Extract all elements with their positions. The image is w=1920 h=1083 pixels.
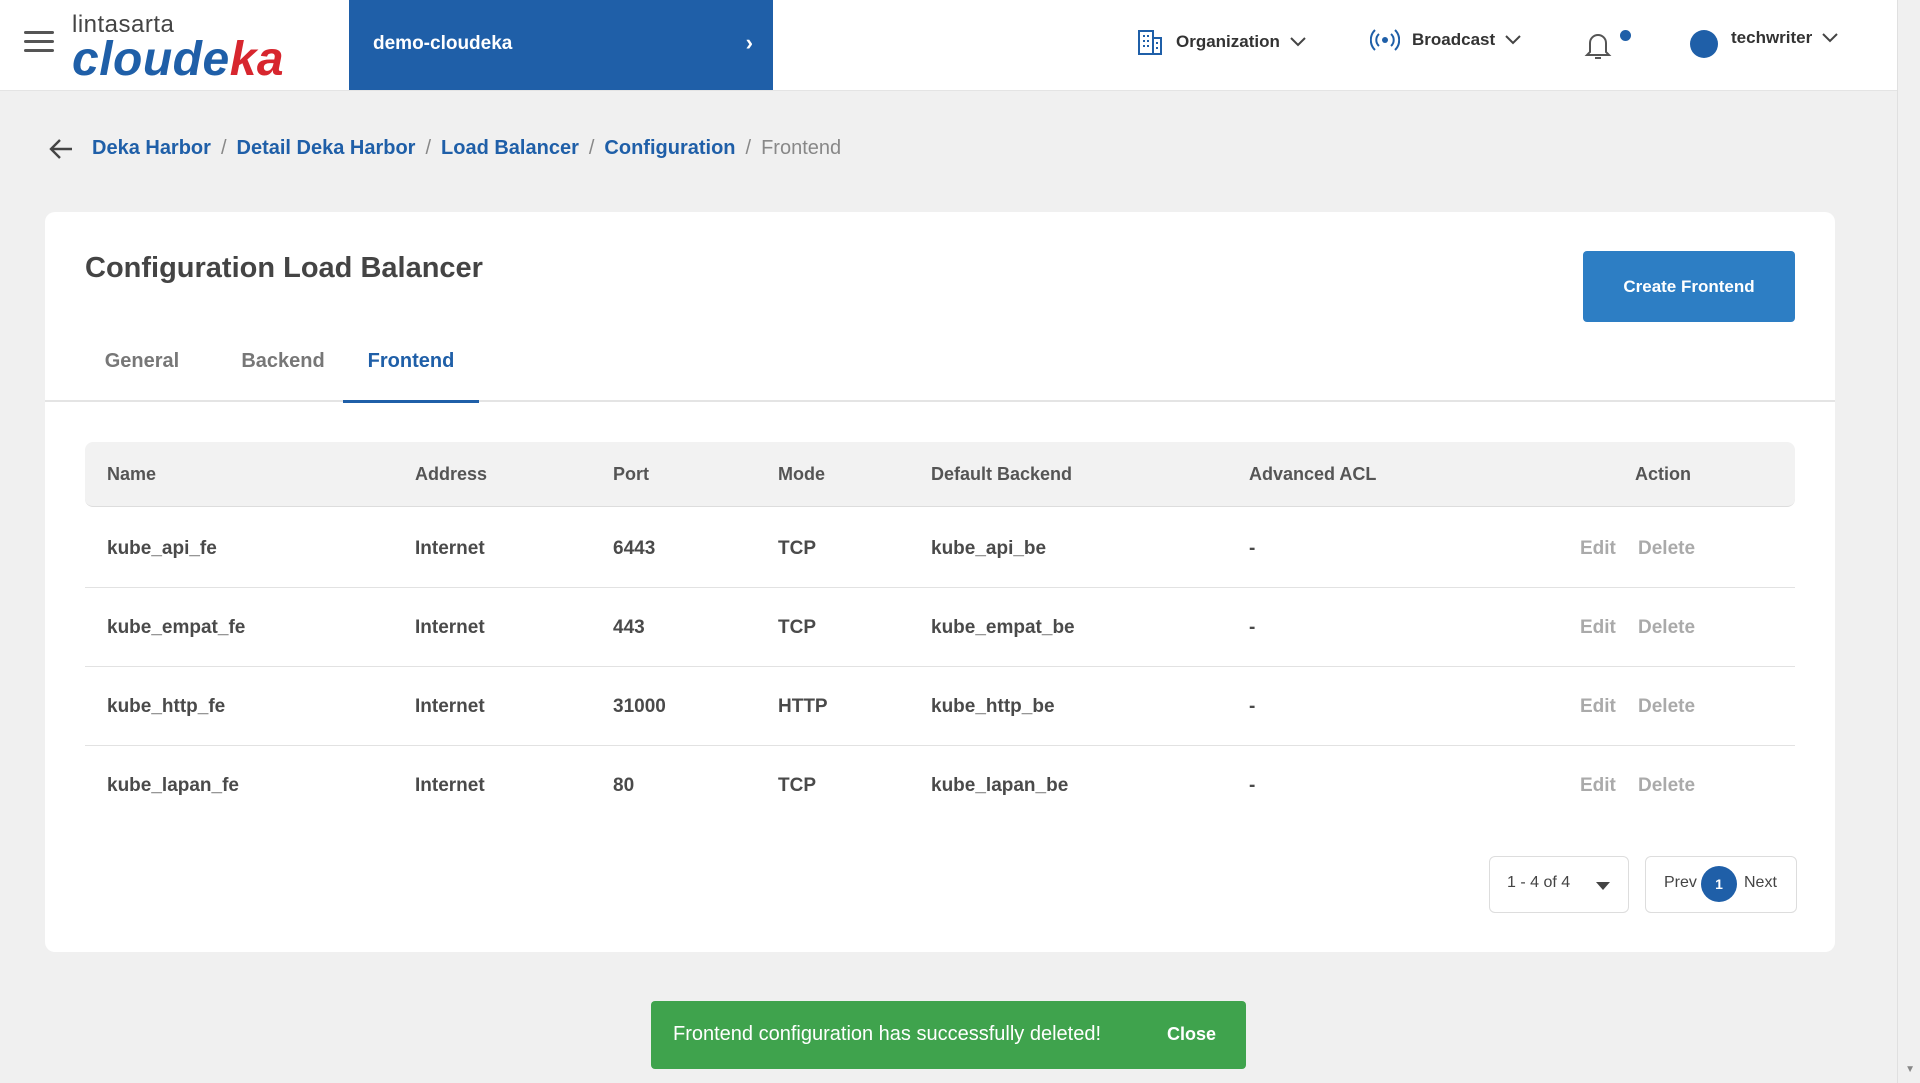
create-frontend-button[interactable]: Create Frontend bbox=[1583, 251, 1795, 322]
menu-icon[interactable] bbox=[24, 31, 54, 57]
breadcrumb-deka-harbor[interactable]: Deka Harbor bbox=[92, 137, 211, 159]
breadcrumb-separator: / bbox=[588, 137, 595, 159]
delete-button[interactable]: Delete bbox=[1638, 538, 1696, 559]
broadcast-label: Broadcast bbox=[1412, 30, 1496, 49]
delete-button[interactable]: Delete bbox=[1638, 617, 1696, 638]
back-arrow-icon[interactable] bbox=[48, 138, 74, 160]
caret-down-icon bbox=[1596, 882, 1610, 890]
cell-port: 31000 bbox=[613, 696, 666, 717]
pagination-range: 1 - 4 of 4 bbox=[1507, 874, 1571, 891]
cell-address: Internet bbox=[415, 696, 485, 717]
delete-button[interactable]: Delete bbox=[1638, 775, 1696, 796]
page-scrollbar[interactable]: ▼ bbox=[1897, 0, 1920, 1083]
cell-default-backend: kube_api_be bbox=[931, 538, 1047, 559]
cell-default-backend: kube_http_be bbox=[931, 696, 1055, 717]
logo[interactable]: lintasarta cloudeka bbox=[72, 11, 285, 86]
logo-brand-text: lintasarta bbox=[72, 11, 175, 38]
cell-name: kube_http_fe bbox=[107, 696, 226, 717]
cell-address: Internet bbox=[415, 538, 485, 559]
cell-port: 6443 bbox=[613, 538, 656, 559]
building-icon bbox=[1136, 28, 1164, 56]
top-navbar: lintasarta cloudeka demo-cloudeka › Orga… bbox=[0, 0, 1898, 91]
breadcrumb-load-balancer[interactable]: Load Balancer bbox=[441, 137, 579, 159]
broadcast-menu[interactable]: Broadcast bbox=[1370, 28, 1521, 52]
breadcrumb-separator: / bbox=[745, 137, 752, 159]
cell-mode: HTTP bbox=[778, 696, 828, 717]
cell-advanced-acl: - bbox=[1249, 538, 1256, 559]
cell-mode: TCP bbox=[778, 617, 816, 638]
chevron-down-icon bbox=[1290, 37, 1306, 47]
cell-advanced-acl: - bbox=[1249, 775, 1256, 796]
scroll-down-arrow-icon[interactable]: ▼ bbox=[1905, 1064, 1915, 1075]
cell-name: kube_lapan_fe bbox=[107, 775, 239, 796]
chevron-down-icon bbox=[1505, 35, 1521, 45]
toast-message: Frontend configuration has successfully … bbox=[673, 1023, 1102, 1045]
next-page-button[interactable]: Next bbox=[1744, 874, 1777, 891]
organization-menu[interactable]: Organization bbox=[1136, 28, 1306, 56]
breadcrumb-detail-deka-harbor[interactable]: Detail Deka Harbor bbox=[236, 137, 416, 159]
breadcrumb-current: Frontend bbox=[761, 137, 842, 159]
edit-button[interactable]: Edit bbox=[1580, 696, 1616, 717]
broadcast-icon bbox=[1370, 28, 1400, 52]
pagination: Prev 1 Next bbox=[1645, 856, 1797, 913]
edit-button[interactable]: Edit bbox=[1580, 617, 1616, 638]
cell-default-backend: kube_lapan_be bbox=[931, 775, 1069, 796]
tab-general[interactable]: General bbox=[104, 350, 180, 372]
breadcrumb: Deka Harbor / Detail Deka Harbor / Load … bbox=[48, 137, 841, 160]
column-header-address: Address bbox=[415, 464, 488, 484]
column-header-action: Action bbox=[1635, 464, 1691, 484]
table-header: Name Address Port Mode Default Backend A… bbox=[85, 442, 1795, 507]
column-header-mode: Mode bbox=[778, 464, 825, 484]
logo-product-text: cloudeka bbox=[72, 33, 285, 86]
user-menu[interactable]: techwriter bbox=[1731, 28, 1838, 48]
configuration-card: Configuration Load Balancer Create Front… bbox=[45, 212, 1835, 952]
tab-bar: General Backend Frontend bbox=[45, 344, 1835, 403]
tab-frontend[interactable]: Frontend bbox=[343, 344, 479, 403]
column-header-default-backend: Default Backend bbox=[931, 464, 1073, 484]
delete-button[interactable]: Delete bbox=[1638, 696, 1696, 717]
edit-button[interactable]: Edit bbox=[1580, 775, 1616, 796]
table-row: kube_lapan_fe Internet 80 TCP kube_lapan… bbox=[85, 745, 1795, 824]
page-number-button[interactable]: 1 bbox=[1701, 866, 1737, 902]
cell-address: Internet bbox=[415, 617, 485, 638]
cell-port: 443 bbox=[613, 617, 645, 638]
breadcrumb-configuration[interactable]: Configuration bbox=[604, 137, 736, 159]
table-row: kube_http_fe Internet 31000 HTTP kube_ht… bbox=[85, 666, 1795, 746]
success-toast: Frontend configuration has successfully … bbox=[651, 1001, 1246, 1069]
column-header-port: Port bbox=[613, 464, 649, 484]
chevron-right-icon: › bbox=[745, 30, 753, 55]
page-title: Configuration Load Balancer bbox=[85, 252, 483, 284]
username-label: techwriter bbox=[1731, 28, 1813, 47]
cell-mode: TCP bbox=[778, 538, 816, 559]
cell-default-backend: kube_empat_be bbox=[931, 617, 1075, 638]
breadcrumb-separator: / bbox=[425, 137, 432, 159]
rows-per-page-select[interactable]: 1 - 4 of 4 bbox=[1489, 856, 1629, 913]
cell-advanced-acl: - bbox=[1249, 617, 1256, 638]
notification-bell-icon[interactable] bbox=[1584, 30, 1612, 65]
organization-label: Organization bbox=[1176, 32, 1280, 51]
tab-backend[interactable]: Backend bbox=[241, 350, 325, 372]
cell-name: kube_api_fe bbox=[107, 538, 217, 559]
notification-badge bbox=[1620, 30, 1631, 41]
cell-name: kube_empat_fe bbox=[107, 617, 246, 638]
prev-page-button[interactable]: Prev bbox=[1664, 874, 1697, 891]
cell-port: 80 bbox=[613, 775, 635, 796]
column-header-advanced-acl: Advanced ACL bbox=[1249, 464, 1377, 484]
project-name: demo-cloudeka bbox=[373, 33, 513, 54]
chevron-down-icon bbox=[1822, 33, 1838, 43]
cell-advanced-acl: - bbox=[1249, 696, 1256, 717]
cell-mode: TCP bbox=[778, 775, 816, 796]
column-header-name: Name bbox=[107, 464, 157, 484]
toast-close-button[interactable]: Close bbox=[1167, 1024, 1217, 1044]
table-row: kube_api_fe Internet 6443 TCP kube_api_b… bbox=[85, 508, 1795, 588]
avatar[interactable] bbox=[1690, 30, 1718, 58]
edit-button[interactable]: Edit bbox=[1580, 538, 1616, 559]
table-row: kube_empat_fe Internet 443 TCP kube_empa… bbox=[85, 587, 1795, 667]
project-selector[interactable]: demo-cloudeka › bbox=[349, 0, 773, 90]
cell-address: Internet bbox=[415, 775, 485, 796]
breadcrumb-separator: / bbox=[220, 137, 227, 159]
